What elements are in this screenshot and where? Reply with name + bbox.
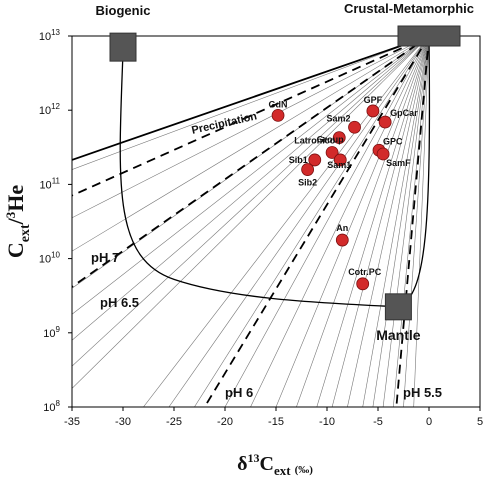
y-tick-label: 1013 xyxy=(39,28,61,43)
x-tick-label: -10 xyxy=(319,416,335,428)
biogenic-box xyxy=(109,32,137,62)
point-sam1 xyxy=(333,153,347,167)
fan-line xyxy=(347,36,430,407)
fan-line xyxy=(275,36,430,407)
fan-line xyxy=(143,36,430,407)
point-label: Sam2 xyxy=(327,113,351,123)
ph7-label: pH 7 xyxy=(91,250,119,265)
mixing-fan-lines xyxy=(72,36,430,407)
ph65-label: pH 6.5 xyxy=(100,295,139,310)
labels: Biogenic Crustal-Metamorphic Mantle Precipi… xyxy=(3,1,474,478)
point-sib2 xyxy=(301,163,315,176)
fan-line xyxy=(194,36,430,407)
point-label: SamF xyxy=(386,158,411,168)
biogenic-label: Biogenic xyxy=(96,3,151,18)
point-label: Group xyxy=(317,134,344,144)
fan-line xyxy=(403,36,430,407)
point-latronico xyxy=(332,131,346,145)
point-label: Sib2 xyxy=(298,178,317,188)
process-lines xyxy=(72,36,431,407)
point-gdn xyxy=(271,108,285,122)
fan-line xyxy=(296,36,430,407)
x-tick-label: -25 xyxy=(166,416,182,428)
precipitation-label: Precipitation xyxy=(191,110,259,137)
fan-line xyxy=(362,36,430,407)
ph65-line xyxy=(72,36,430,288)
point-label: Cotr.PC xyxy=(348,267,382,277)
fan-line xyxy=(382,36,430,407)
x-tick-label: -20 xyxy=(217,416,233,428)
point-samf xyxy=(376,147,390,161)
ph55-label: pH 5.5 xyxy=(403,385,442,400)
point-label: GPF xyxy=(364,95,383,105)
data-points xyxy=(271,104,392,291)
fan-line xyxy=(72,36,430,367)
point-label: An xyxy=(336,223,348,233)
x-tick-label: 0 xyxy=(426,416,432,428)
point-sam2 xyxy=(348,120,361,134)
point-gpcar xyxy=(378,115,392,129)
axes: -35 -30 -25 -20 -15 -10 -5 0 5 108 109 1010 1011 1012… xyxy=(39,28,483,428)
x-tick-label: 5 xyxy=(477,416,483,428)
point-label: Latronico xyxy=(294,136,336,146)
precipitation-line xyxy=(72,36,430,161)
fan-line xyxy=(372,36,430,407)
fan-line xyxy=(72,36,430,389)
x-tick-label: -5 xyxy=(373,416,383,428)
ph6-label: pH 6 xyxy=(225,385,253,400)
fan-line xyxy=(168,36,430,407)
point-gpf xyxy=(366,104,380,118)
x-tick-label: -35 xyxy=(64,416,80,428)
crustal-box xyxy=(397,25,461,47)
mantle-label: Mantle xyxy=(376,327,421,343)
x-tick-label: -15 xyxy=(268,416,284,428)
point-group xyxy=(325,146,339,159)
x-axis-label: δ13Cext (‰) xyxy=(237,451,313,478)
mantle-box xyxy=(384,293,412,321)
ph7-line xyxy=(72,36,430,197)
endmembers xyxy=(109,25,461,321)
y-tick-label: 108 xyxy=(43,399,60,414)
point-sib1 xyxy=(308,153,322,167)
point-label: GdN xyxy=(269,99,288,109)
point-label: GpCar xyxy=(390,108,418,118)
fan-line xyxy=(72,36,430,252)
point-label: Sib1 xyxy=(289,155,308,165)
fan-line xyxy=(316,36,430,407)
point-label: GPC xyxy=(383,136,403,146)
fan-line xyxy=(331,36,430,407)
ph55-line xyxy=(395,36,430,407)
fan-line xyxy=(72,36,430,315)
point-an xyxy=(335,233,349,247)
fan-line xyxy=(224,36,430,407)
fan-line xyxy=(72,36,430,219)
y-tick-label: 1011 xyxy=(39,176,60,191)
x-tick-label: -30 xyxy=(115,416,131,428)
crustal-label: Crustal-Metamorphic xyxy=(344,1,474,16)
ph6-line xyxy=(203,36,430,407)
y-axis-label: Cext/3He xyxy=(3,185,33,259)
fan-line xyxy=(250,36,430,407)
y-tick-label: 1010 xyxy=(39,251,61,266)
y-tick-label: 1012 xyxy=(39,102,61,117)
point-cotrpc xyxy=(356,277,370,291)
biogenic-mantle-mixing-curve xyxy=(119,52,399,308)
point-label: Sam1 xyxy=(327,160,351,170)
fan-line xyxy=(413,36,430,407)
fan-line xyxy=(72,36,430,170)
y-tick-label: 109 xyxy=(43,325,60,340)
fan-line xyxy=(72,36,430,341)
